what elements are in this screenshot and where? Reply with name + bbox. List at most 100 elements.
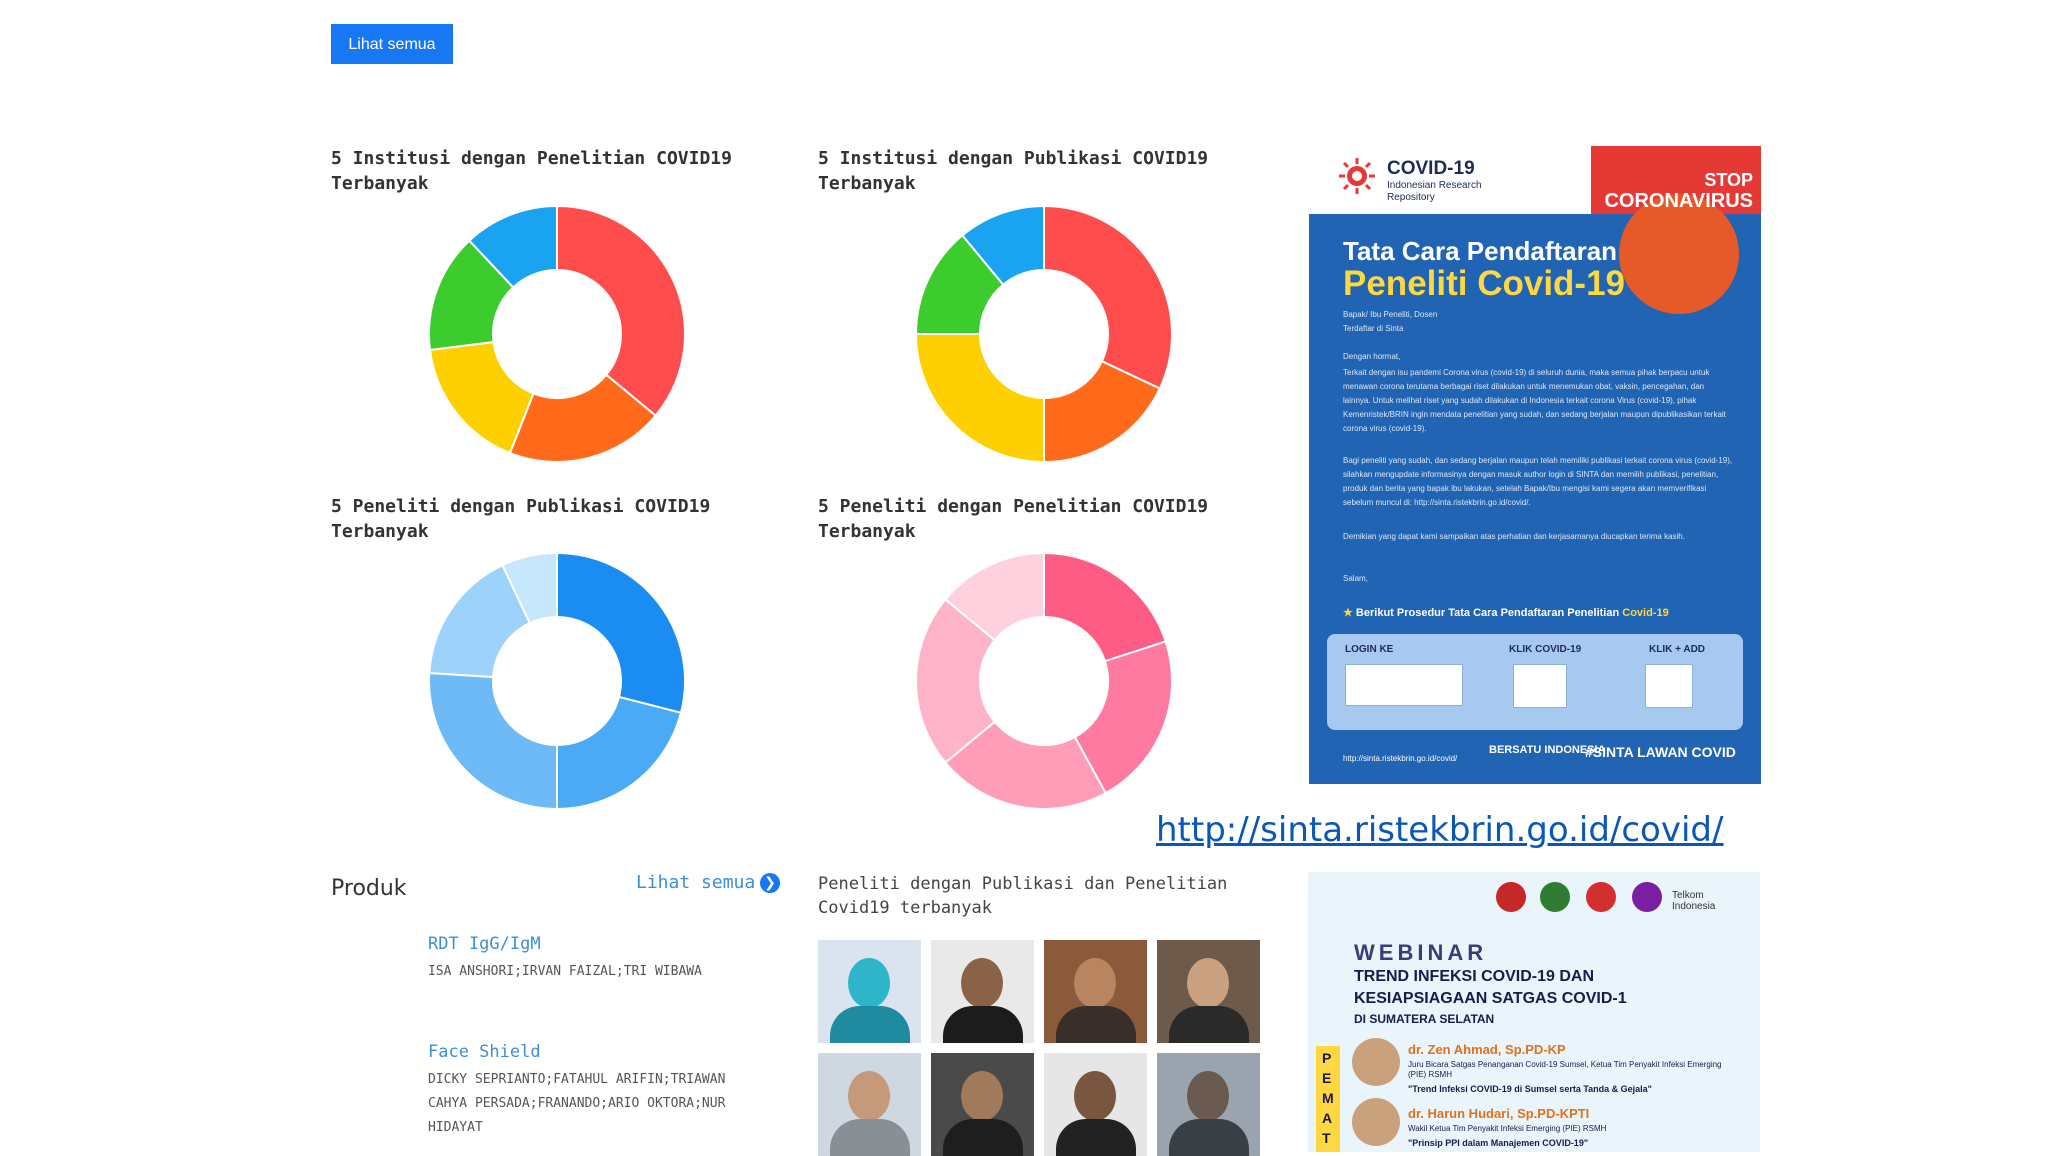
researcher-head [848,958,890,1008]
researcher-body [1056,1119,1136,1156]
researcher-body [1056,1006,1136,1043]
researcher-photo[interactable] [931,940,1034,1043]
covid-registration-poster[interactable]: COVID-19 Indonesian Research Repository … [1309,146,1761,784]
poster-heading-1: Tata Cara Pendaftaran [1343,236,1618,266]
researcher-body [830,1006,910,1043]
pemateri-strip: P E M A T [1316,1046,1340,1152]
researcher-body [1169,1119,1249,1156]
donut-chart-peneliti-penelitian[interactable] [914,551,1174,811]
researcher-photo[interactable] [818,940,921,1043]
donut-slice[interactable] [556,695,683,811]
donut-slice[interactable] [915,598,997,764]
strip-letter: M [1322,1090,1334,1106]
speaker-name: dr. Harun Hudari, Sp.PD-KPTI [1408,1106,1590,1121]
covid-repository-logo-icon [1339,158,1375,194]
speaker-name: dr. Zen Ahmad, Sp.PD-KP [1408,1042,1566,1057]
partner-logo-icon [1586,882,1616,912]
chart-title-peneliti-penelitian: 5 Peneliti dengan Penelitian COVID19 Ter… [818,496,1209,542]
donut-slice[interactable] [943,551,1045,642]
partner-logo-icon [1496,882,1526,912]
researcher-photo[interactable] [1157,1053,1260,1156]
donut-slice[interactable] [501,551,558,625]
speaker-topic: "Prinsip PPI dalam Manajemen COVID-19" [1408,1138,1589,1148]
poster-steps-panel: LOGIN KE KLIK COVID-19 KLIK + ADD [1327,634,1743,730]
researcher-head [1187,958,1229,1008]
donut-slice[interactable] [1043,204,1173,390]
product-authors-rdt: ISA ANSHORI;IRVAN FAIZAL;TRI WIBAWA [428,964,702,979]
researcher-photo[interactable] [818,1053,921,1156]
speaker-role: Wakil Ketua Tim Penyakit Infeksi Emergin… [1408,1124,1607,1133]
chart-title-peneliti-publikasi: 5 Peneliti dengan Publikasi COVID19 Terb… [331,496,711,542]
poster-heading-2: Peneliti Covid-19 [1343,264,1626,303]
produk-see-all-link[interactable]: Lihat semua [636,872,756,893]
product-name-face-shield[interactable]: Face Shield [428,1042,541,1062]
product-name-rdt[interactable]: RDT IgG/IgM [428,934,541,954]
poster-paragraph-1: Terkait dengan isu pandemi Corona virus … [1343,368,1726,433]
researcher-head [961,1071,1003,1121]
poster-footer-hashtag: #SINTA LAWAN COVID [1585,744,1736,760]
speaker-photo [1352,1038,1400,1086]
produk-title: Produk [331,876,407,901]
researcher-head [1074,1071,1116,1121]
researcher-head [1074,958,1116,1008]
telkom-logo: Telkom Indonesia [1672,890,1716,912]
poster-salam: Salam, [1343,574,1368,583]
researcher-head [848,1071,890,1121]
strip-letter: P [1322,1050,1332,1066]
strip-letter: E [1322,1070,1332,1086]
speaker-topic: "Trend Infeksi COVID-19 di Sumsel serta … [1408,1084,1652,1094]
poster-paragraph-3: Demikian yang dapat kami sampaikan atas … [1343,532,1685,541]
donut-chart-institusi-publikasi[interactable] [914,204,1174,464]
coronavirus-illustration-icon [1619,194,1739,314]
chart-title-institusi-penelitian: 5 Institusi dengan Penelitian COVID19 Te… [331,148,732,194]
chevron-right-circle-icon[interactable]: ❯ [760,873,780,893]
webinar-banner[interactable]: Telkom Indonesia WEBINAR TREND INFEKSI C… [1308,872,1760,1152]
donut-slice[interactable] [556,204,686,417]
donut-slice[interactable] [914,333,1045,464]
see-all-button[interactable]: Lihat semua [331,24,453,64]
poster-covid-title: COVID-19 [1387,158,1475,179]
researcher-photo[interactable] [931,1053,1034,1156]
product-authors-face-shield: DICKY SEPRIANTO;FATAHUL ARIFIN;TRIAWAN C… [428,1072,726,1135]
donut-slice[interactable] [556,551,686,715]
researcher-body [1169,1006,1249,1043]
poster-paragraph-2: Bagi peneliti yang sudah, dan sedang ber… [1343,456,1733,507]
webinar-subtitle-1: TREND INFEKSI COVID-19 DAN [1354,968,1595,985]
webinar-subtitle-3: DI SUMATERA SELATAN [1354,1012,1495,1026]
poster-footer-url: http://sinta.ristekbrin.go.id/covid/ [1343,754,1458,763]
donut-slice[interactable] [961,204,1045,287]
step-klik-covid: KLIK COVID-19 [1509,644,1582,655]
researcher-photo[interactable] [1044,1053,1147,1156]
researcher-body [830,1119,910,1156]
donut-slice[interactable] [1073,640,1173,795]
strip-letter: T [1322,1130,1331,1146]
webinar-title: WEBINAR [1354,940,1488,965]
step-add-screenshot [1645,664,1693,708]
donut-slice[interactable] [508,373,658,463]
donut-chart-peneliti-publikasi[interactable] [427,551,687,811]
poster-footer-bersatu: BERSATU INDONESIA [1489,744,1606,756]
poster-prosedur: ★ Berikut Prosedur Tata Cara Pendaftaran… [1343,607,1669,619]
peneliti-section-title: Peneliti dengan Publikasi dan Penelitian… [818,874,1228,918]
donut-chart-institusi-penelitian[interactable] [427,204,687,464]
speaker-photo [1352,1098,1400,1146]
partner-logo-icon [1632,882,1662,912]
researcher-photo[interactable] [1157,940,1260,1043]
researcher-head [1187,1071,1229,1121]
covid-url-link[interactable]: http://sinta.ristekbrin.go.id/covid/ [1156,810,1724,850]
step-login-screenshot [1345,664,1463,706]
donut-slice[interactable] [428,671,558,811]
poster-greeting: Bapak/ Ibu Peneliti, Dosen Terdaftar di … [1343,310,1438,333]
donut-slice[interactable] [1043,359,1162,464]
donut-slice[interactable] [467,204,558,289]
donut-slice[interactable] [943,720,1108,810]
researcher-photo[interactable] [1044,940,1147,1043]
step-login: LOGIN KE [1345,644,1394,655]
researcher-head [961,958,1003,1008]
researcher-body [943,1119,1023,1156]
webinar-subtitle-2: KESIAPSIAGAAN SATGAS COVID-1 [1354,990,1627,1007]
donut-slice[interactable] [1043,551,1167,663]
poster-covid-subtitle: Indonesian Research Repository [1387,180,1482,203]
stop-label: STOP [1704,170,1753,190]
partner-logo-icon [1540,882,1570,912]
